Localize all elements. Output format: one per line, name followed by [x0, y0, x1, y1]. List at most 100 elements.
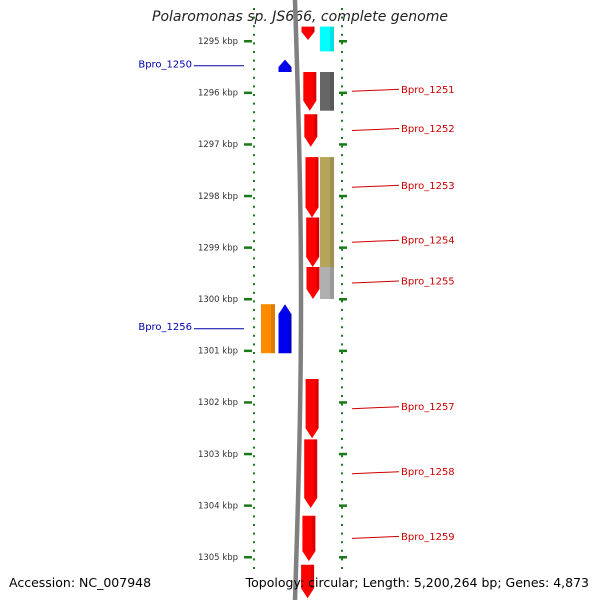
ruler-dot-right [341, 558, 343, 561]
ruler-dot-right [341, 197, 343, 200]
ruler-dot-left [253, 128, 255, 131]
gene-shade-Bpro_1257 [315, 379, 319, 429]
ruler-dot-right [341, 119, 343, 122]
ruler-dot-left [253, 455, 255, 458]
ruler-dot-left [253, 59, 255, 62]
ruler-dot-left [253, 300, 255, 303]
gene-label-Bpro_1256[interactable]: Bpro_1256 [138, 322, 192, 333]
ruler-dot-left [253, 291, 255, 294]
feat-orange[interactable] [261, 304, 275, 354]
label-leader-Bpro_1257 [351, 406, 400, 410]
ruler-dot-right [341, 94, 343, 96]
gene-track [278, 26, 320, 599]
gene-arrow-Bpro_1256[interactable] [278, 304, 292, 354]
feat-gray-dark-shade [330, 72, 334, 111]
ruler-dot-left [253, 386, 255, 389]
gene-shade-Bpro_1256 [288, 314, 292, 354]
ruler-tick-label: 1300 kbp [198, 295, 238, 305]
ruler-dot-right [341, 446, 343, 449]
gene-arrow-Bpro_1250[interactable] [278, 59, 292, 72]
gene-arrow-Bpro_1259[interactable] [302, 515, 316, 562]
ruler-dot-left [253, 412, 255, 415]
gene-shade-top-partial [311, 26, 315, 32]
gene-label-Bpro_1250[interactable]: Bpro_1250 [138, 59, 192, 70]
ruler-dot-right [341, 42, 343, 45]
ruler-dot-left [253, 197, 255, 200]
ruler-tick-right [339, 298, 347, 301]
gene-label-Bpro_1252[interactable]: Bpro_1252 [401, 124, 455, 135]
ruler-dot-right [341, 506, 343, 509]
feature-track [261, 26, 334, 354]
ruler-dot-right [341, 352, 343, 354]
gene-arrow-top-partial[interactable] [301, 26, 315, 40]
label-leader-Bpro_1251 [351, 88, 400, 92]
ruler-dot-right [341, 274, 343, 277]
ruler-dot-left [253, 334, 255, 337]
ruler-dot-right [341, 171, 343, 174]
ruler-dot-left [253, 549, 255, 552]
ruler-tick-label: 1305 kbp [198, 553, 238, 563]
accession-text: Accession: NC_007948 [9, 575, 152, 590]
ruler-dot-left [253, 162, 255, 165]
ruler-tick-right [339, 349, 347, 353]
gene-label-Bpro_1254[interactable]: Bpro_1254 [401, 236, 455, 247]
ruler-dot-right [341, 51, 343, 53]
ruler-dot-left [253, 472, 255, 475]
ruler-dot-right [341, 481, 343, 483]
ruler-dot-left [253, 25, 255, 28]
ruler-dot-left [253, 16, 255, 19]
ruler-dot-left [253, 137, 255, 139]
gene-label-Bpro_1251[interactable]: Bpro_1251 [401, 85, 455, 96]
ruler-dot-right [341, 76, 343, 79]
ruler-tick-left [244, 349, 252, 353]
gene-arrow-Bpro_1254[interactable] [306, 217, 320, 268]
ruler-dot-right [341, 85, 343, 88]
ruler-dot-left [253, 377, 255, 380]
ruler-dot-right [341, 412, 343, 415]
ruler-dot-left [253, 532, 255, 535]
ruler-dot-right [341, 343, 343, 346]
feat-olive[interactable] [320, 157, 334, 267]
gene-shade-Bpro_1254 [316, 217, 320, 257]
gene-label-Bpro_1255[interactable]: Bpro_1255 [401, 277, 455, 288]
gene-arrow-Bpro_1255[interactable] [306, 267, 320, 299]
gene-label-Bpro_1259[interactable]: Bpro_1259 [401, 532, 455, 543]
gene-arrow-Bpro_1253[interactable] [305, 157, 319, 218]
gene-label-Bpro_1253[interactable]: Bpro_1253 [401, 181, 455, 192]
ruler-dot-left [253, 309, 255, 311]
ruler-dot-left [253, 102, 255, 105]
ruler-tick-label: 1304 kbp [198, 501, 238, 511]
gene-label-Bpro_1258[interactable]: Bpro_1258 [401, 467, 455, 478]
feat-gray-light[interactable] [320, 267, 334, 299]
ruler-dot-right [341, 429, 343, 432]
ruler-tick-right [339, 452, 347, 456]
ruler-dot-left [253, 266, 255, 268]
gene-arrow-Bpro_1258[interactable] [304, 439, 318, 508]
ruler-dot-left [253, 283, 255, 286]
ruler-dot-right [341, 162, 343, 165]
ruler-dot-right [341, 498, 343, 501]
gene-arrow-Bpro_1257[interactable] [305, 379, 319, 439]
ruler-tick-left [244, 504, 252, 507]
gene-arrow-Bpro_1252[interactable] [304, 114, 318, 147]
ruler-dot-left [253, 463, 255, 466]
feat-cyan[interactable] [320, 26, 334, 52]
ruler-dot-left [253, 403, 255, 406]
ruler-dot-left [253, 223, 255, 225]
ruler-tick-left [244, 246, 252, 249]
gene-arrow-Bpro_1251[interactable] [303, 72, 317, 111]
ruler-dot-left [253, 326, 255, 329]
gene-arrow-bottom-partial[interactable] [301, 564, 315, 599]
gene-label-Bpro_1257[interactable]: Bpro_1257 [401, 402, 455, 413]
ruler-dot-right [341, 102, 343, 105]
ruler-dot-right [341, 326, 343, 329]
ruler-tick-right [339, 143, 347, 146]
ruler-dot-right [341, 59, 343, 62]
ruler-dot-left [253, 360, 255, 363]
ruler-dot-right [341, 180, 343, 182]
feat-gray-dark[interactable] [320, 72, 334, 111]
ruler-dot-left [253, 94, 255, 96]
feat-cyan-shade [330, 26, 334, 52]
label-leader-Bpro_1254 [351, 239, 400, 243]
